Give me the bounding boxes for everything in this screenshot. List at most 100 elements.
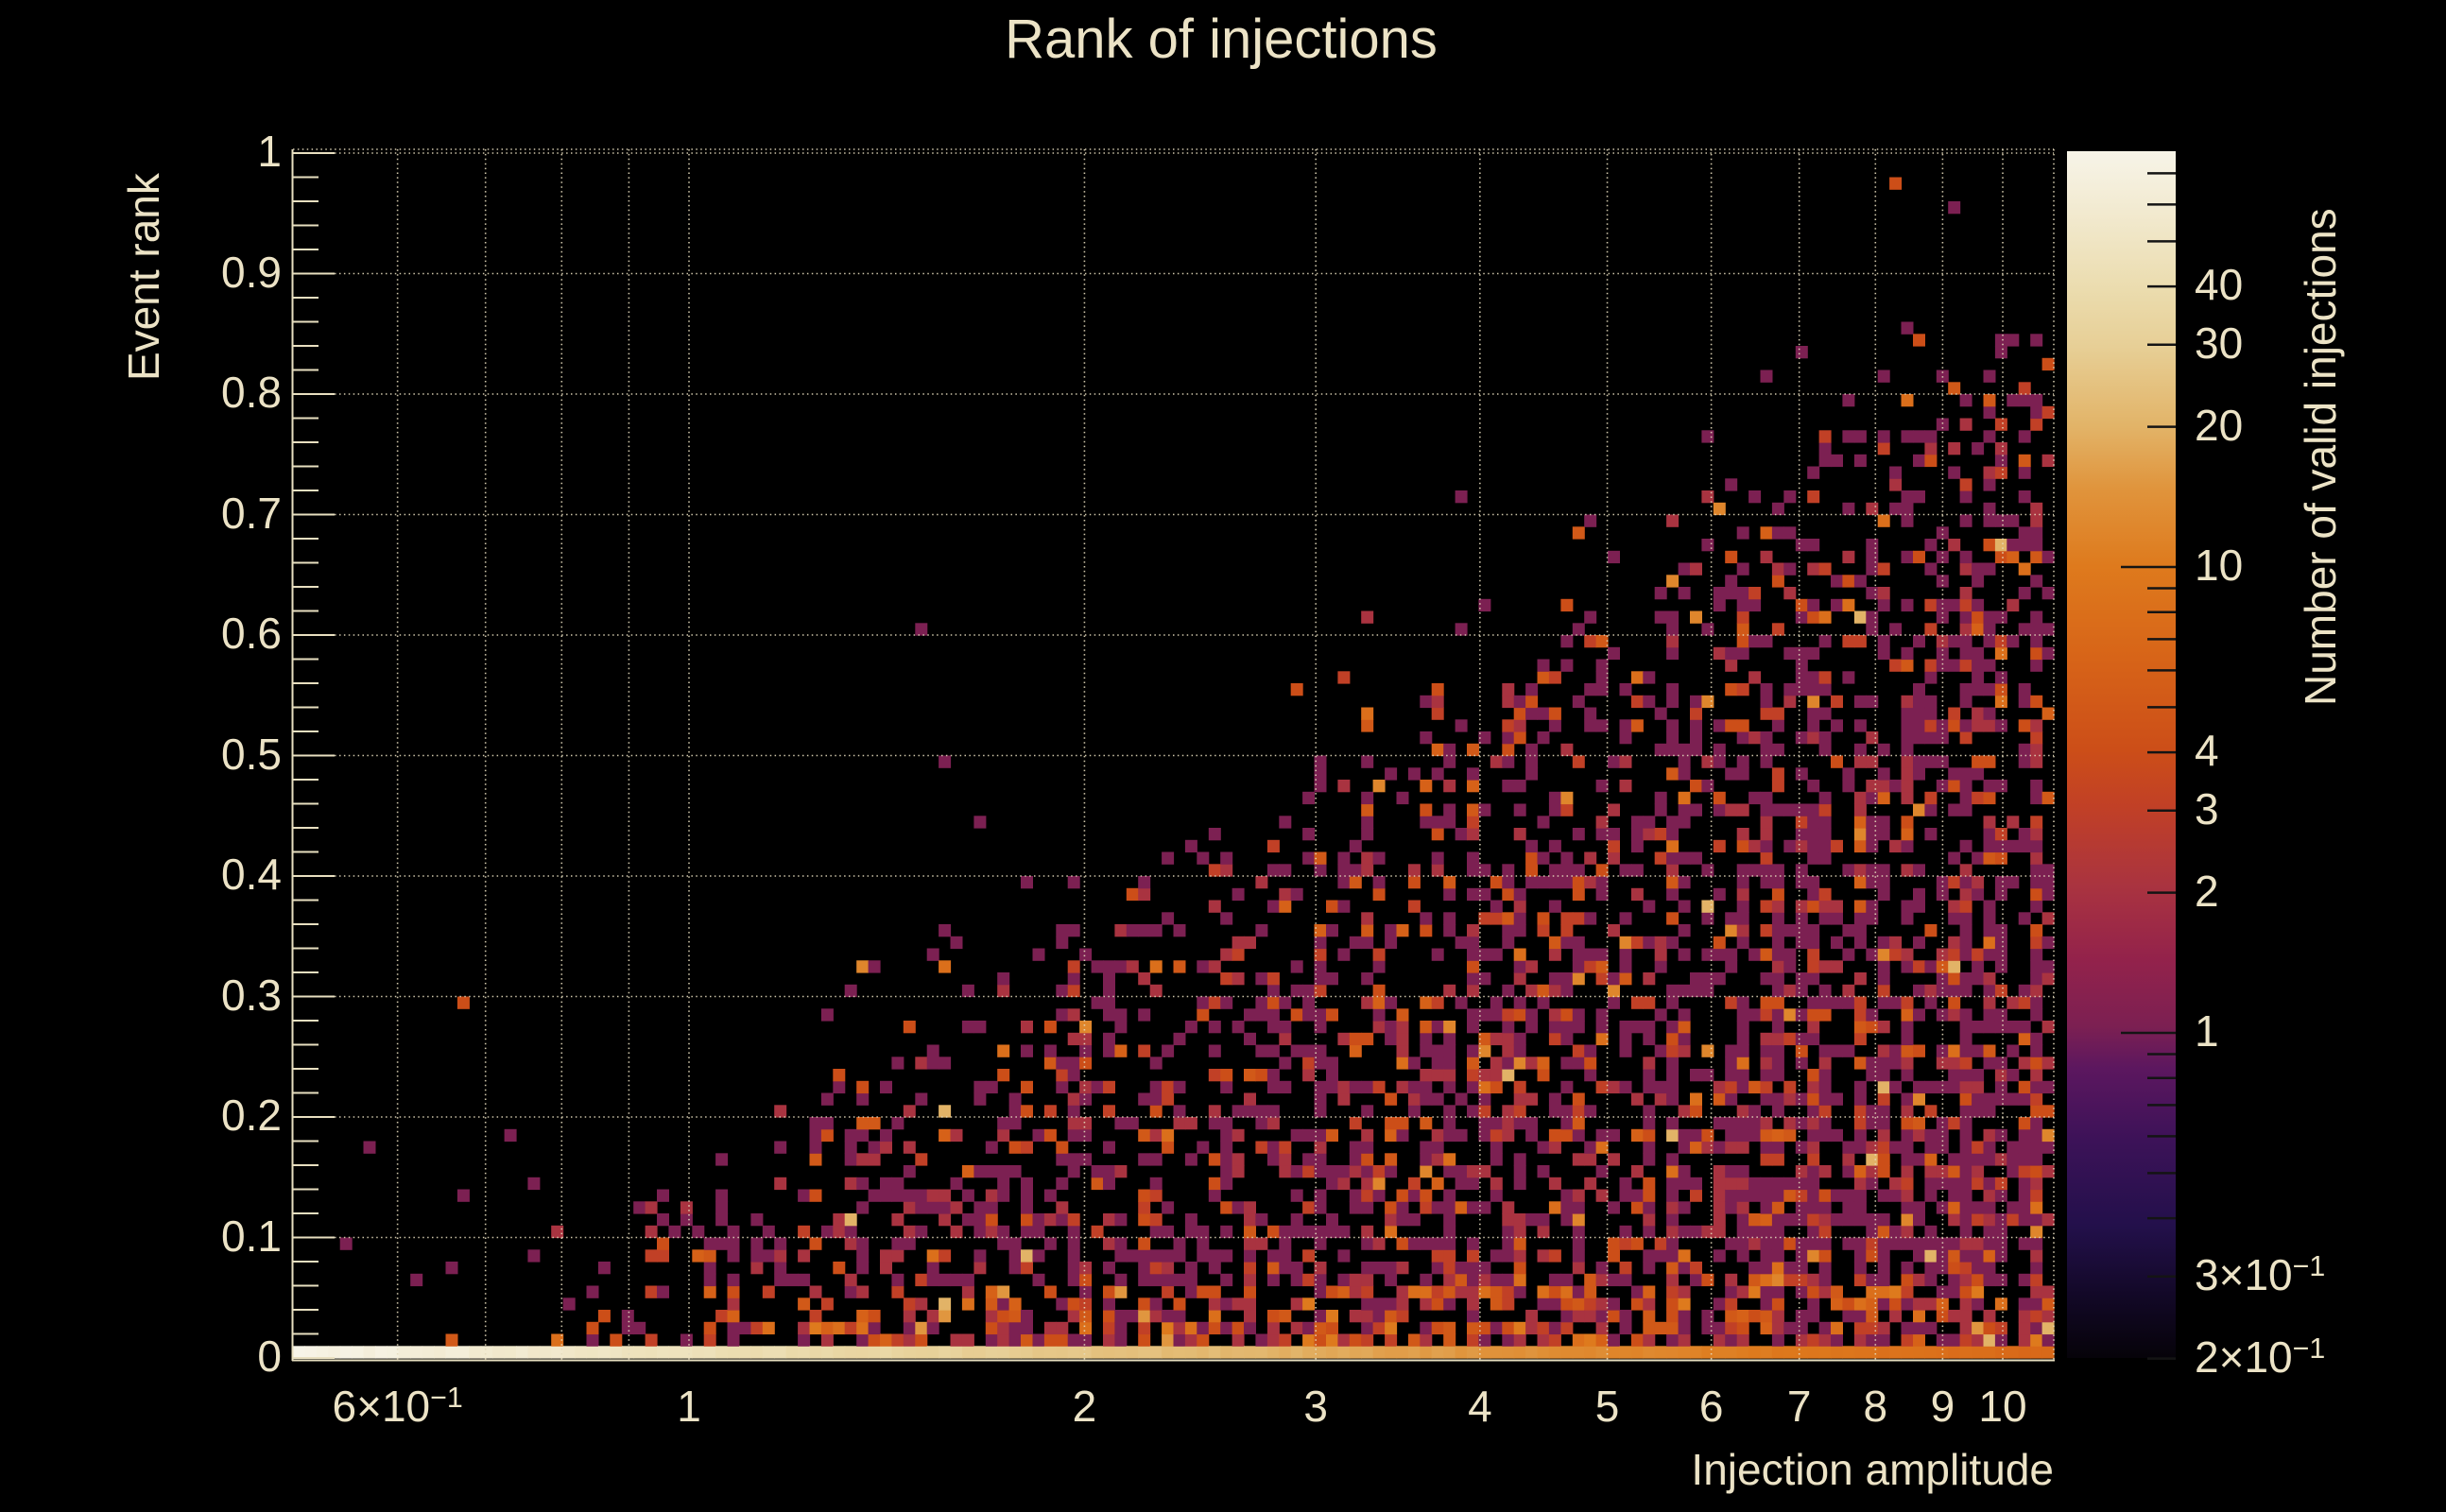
heatmap-cell	[762, 1346, 775, 1359]
heatmap-cell	[1818, 442, 1832, 455]
heatmap-cell	[1114, 1285, 1128, 1298]
heatmap-cell	[1936, 948, 1949, 961]
x-tick-label: 5	[1594, 1382, 1620, 1431]
heatmap-cell	[1232, 1333, 1245, 1347]
heatmap-cell	[1643, 1021, 1656, 1034]
heatmap-cell	[1654, 960, 1667, 973]
heatmap-cell	[1513, 1285, 1526, 1298]
heatmap-cell	[1807, 1032, 1820, 1046]
heatmap-cell	[1184, 1321, 1197, 1335]
heatmap-cell	[1361, 1105, 1374, 1118]
heatmap-cell	[1184, 1346, 1197, 1359]
heatmap-cell	[1936, 1237, 1949, 1250]
heatmap-cell	[1314, 755, 1327, 768]
heatmap-cell	[1502, 1057, 1515, 1070]
heatmap-cell	[1936, 1285, 1949, 1298]
heatmap-cell	[1736, 731, 1749, 745]
heatmap-cell	[1807, 1069, 1820, 1082]
heatmap-cell	[1654, 707, 1667, 720]
heatmap-cell	[2030, 924, 2043, 937]
heatmap-cell	[1279, 900, 1292, 913]
heatmap-cell	[1279, 1153, 1292, 1166]
heatmap-cell	[1853, 1213, 1867, 1227]
heatmap-cell	[1959, 514, 1972, 527]
heatmap-cell	[1279, 1080, 1292, 1094]
heatmap-cell	[809, 1346, 822, 1359]
heatmap-cell	[1502, 731, 1515, 745]
heatmap-cell	[1807, 707, 1820, 720]
heatmap-cell	[680, 1333, 693, 1347]
heatmap-cell	[1643, 1117, 1656, 1130]
heatmap-cell	[1842, 996, 1855, 1009]
heatmap-cell	[1490, 876, 1503, 889]
heatmap-cell	[1490, 1321, 1503, 1335]
heatmap-cell	[1994, 1249, 2007, 1263]
heatmap-cell	[1326, 1069, 1338, 1082]
heatmap-cell	[1948, 1153, 1961, 1166]
heatmap-cell	[1103, 1177, 1115, 1191]
heatmap-cell	[950, 1128, 963, 1143]
heatmap-cell	[1972, 972, 1985, 986]
heatmap-cell	[1279, 1346, 1292, 1359]
heatmap-cell	[1983, 1153, 1996, 1166]
heatmap-cell	[1525, 743, 1539, 757]
x-axis-title: Injection amplitude	[1691, 1445, 2054, 1494]
heatmap-cell	[1385, 996, 1398, 1009]
heatmap-cell	[1877, 887, 1890, 902]
heatmap-cell	[1548, 719, 1561, 732]
heatmap-cell	[1853, 1201, 1867, 1214]
heatmap-cell	[1866, 1117, 1879, 1130]
heatmap-cell	[1490, 1249, 1503, 1263]
heatmap-cell	[1396, 1262, 1409, 1275]
heatmap-cell	[1959, 767, 1972, 781]
heatmap-cell	[2030, 887, 2043, 902]
heatmap-cell	[1502, 887, 1515, 902]
heatmap-cell	[1994, 1008, 2007, 1022]
heatmap-cell	[1901, 646, 1914, 661]
heatmap-cell	[1924, 803, 1938, 816]
heatmap-cell	[1972, 659, 1985, 672]
heatmap-cell	[891, 1285, 904, 1298]
heatmap-cell	[1467, 780, 1479, 793]
heatmap-cell	[1021, 1044, 1033, 1057]
heatmap-cell	[2030, 743, 2043, 757]
heatmap-cell	[868, 1153, 881, 1166]
heatmap-cell	[1972, 562, 1985, 576]
heatmap-cell	[1067, 1225, 1080, 1239]
heatmap-cell	[1021, 1262, 1033, 1275]
heatmap-cell	[1866, 1310, 1879, 1323]
heatmap-cell	[1913, 454, 1925, 468]
heatmap-cell	[1056, 1321, 1069, 1335]
heatmap-cell	[1314, 1141, 1327, 1154]
heatmap-cell	[562, 1346, 576, 1359]
heatmap-cell	[1220, 1225, 1233, 1239]
heatmap-cell	[1513, 1008, 1526, 1022]
heatmap-cell	[1021, 1201, 1033, 1214]
heatmap-cell	[1983, 1237, 1996, 1250]
heatmap-cell	[1877, 876, 1890, 889]
heatmap-cell	[1831, 454, 1843, 468]
heatmap-cell	[1795, 984, 1808, 998]
heatmap-cell	[1678, 1044, 1691, 1057]
heatmap-cell	[1877, 1057, 1890, 1070]
heatmap-cell	[1725, 550, 1738, 564]
heatmap-cell	[1103, 1008, 1115, 1022]
heatmap-cell	[1537, 1346, 1550, 1359]
heatmap-cell	[1643, 1189, 1656, 1202]
heatmap-cell	[1478, 1032, 1491, 1046]
heatmap-cell	[1853, 1177, 1867, 1191]
heatmap-cell	[1690, 1069, 1702, 1082]
heatmap-cell	[668, 1225, 681, 1239]
heatmap-cell	[1490, 755, 1503, 768]
heatmap-cell	[1572, 695, 1585, 709]
heatmap-cell	[1666, 936, 1679, 950]
heatmap-cell	[1114, 1021, 1128, 1034]
heatmap-cell	[1994, 683, 2007, 696]
heatmap-cell	[1877, 1225, 1890, 1239]
heatmap-cell	[1255, 996, 1268, 1009]
heatmap-cell	[1079, 1310, 1093, 1323]
heatmap-cell	[1842, 1189, 1855, 1202]
heatmap-cell	[1877, 1346, 1890, 1359]
heatmap-cell	[1067, 1297, 1080, 1311]
heatmap-cell	[1924, 731, 1938, 745]
